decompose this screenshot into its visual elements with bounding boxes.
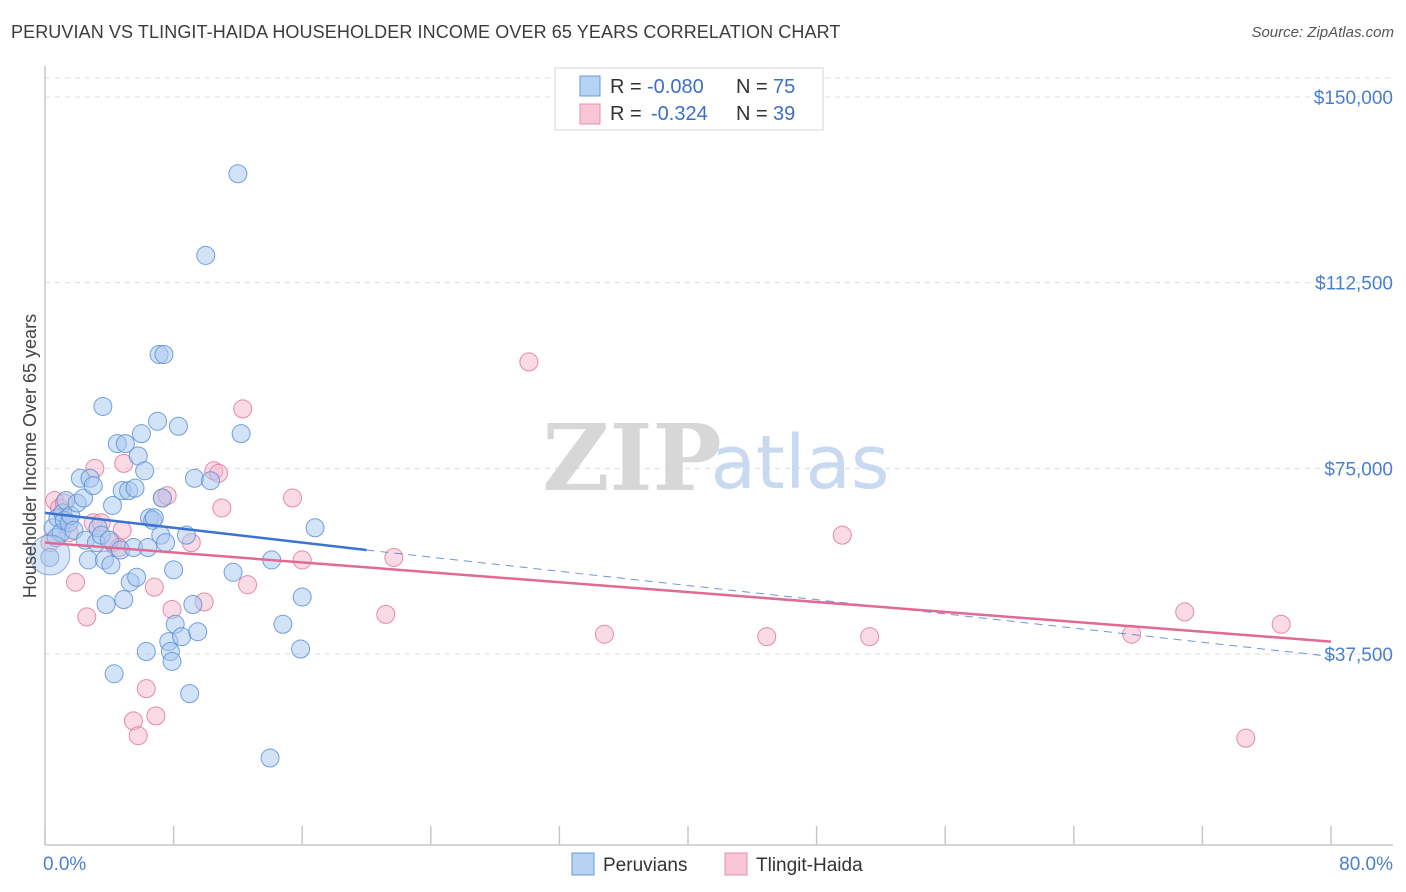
tlingit-haida-point-37 <box>860 627 880 647</box>
legend-swatch-tlingit-haida <box>579 103 601 125</box>
peruvians-point-25 <box>101 555 121 575</box>
tlingit-haida-point-33 <box>519 352 539 372</box>
tlingit-haida-point-41 <box>1271 614 1291 634</box>
series-peruvians <box>29 164 325 768</box>
peruvians-point-49 <box>152 488 172 508</box>
tlingit-haida-point-17 <box>144 577 164 597</box>
peruvians-point-67 <box>231 424 251 444</box>
legend-r-value-2: -0.324 <box>651 103 708 125</box>
peruvians-point-32 <box>115 434 135 454</box>
legend: R = -0.080 N = 75 R = -0.324 N = 39 <box>554 67 824 131</box>
tlingit-haida-point-34 <box>594 624 614 644</box>
peruvians-point-39 <box>131 424 151 444</box>
tlingit-haida-point-18 <box>146 706 166 726</box>
peruvians-point-68 <box>228 164 248 184</box>
y-axis-title: Householder Income Over 65 years <box>20 314 40 598</box>
legend-n-value-2: 39 <box>773 103 795 125</box>
peruvians-point-17 <box>83 476 103 496</box>
y-tick-labels: $37,500 $75,000 $112,500 $150,000 <box>1314 88 1393 666</box>
legend-r-label-2: R = <box>610 103 642 125</box>
tlingit-haida-point-39 <box>1175 602 1195 622</box>
bottom-legend-swatch-peruvians <box>571 852 595 876</box>
tlingit-haida-point-32 <box>376 604 396 624</box>
tlingit-haida-point-27 <box>233 399 253 419</box>
tlingit-haida-point-5 <box>66 572 86 592</box>
tlingit-haida-point-30 <box>292 550 312 570</box>
peruvians-point-54 <box>162 651 182 671</box>
tlingit-haida-point-16 <box>136 679 156 699</box>
watermark: ZIP atlas <box>542 404 889 512</box>
source-label: Source: ZipAtlas.com <box>1251 24 1394 41</box>
peruvians-point-74 <box>291 639 311 659</box>
grid <box>45 77 1393 655</box>
peruvians-point-63 <box>188 622 208 642</box>
peruvians-point-26 <box>103 495 123 515</box>
peruvians-point-57 <box>168 416 188 436</box>
legend-n-label-2: N = <box>736 103 768 125</box>
peruvians-point-55 <box>164 560 184 580</box>
peruvians-point-15 <box>78 550 98 570</box>
peruvians-point-51 <box>156 533 176 553</box>
bottom-legend-label-tlingit-haida: Tlingit-Haida <box>756 855 863 876</box>
tlingit-haida-point-29 <box>283 488 303 508</box>
peruvians-point-60 <box>180 684 200 704</box>
y-tick-label-2: $112,500 <box>1315 274 1393 295</box>
peruvians-point-72 <box>292 587 312 607</box>
peruvians-point-40 <box>135 461 155 481</box>
tlingit-haida-point-26 <box>212 498 232 518</box>
peruvians-point-23 <box>96 594 116 614</box>
tlingit-haida-point-6 <box>77 607 97 627</box>
legend-r-value-1: -0.080 <box>647 76 704 98</box>
legend-r-label-1: R = <box>610 76 642 98</box>
tlingit-haida-point-40 <box>1236 728 1256 748</box>
y-tick-label-3: $150,000 <box>1314 88 1393 109</box>
peruvians-point-71 <box>273 614 293 634</box>
bottom-legend-swatch-tlingit-haida <box>724 852 748 876</box>
x-tick-label-max: 80.0% <box>1339 854 1393 875</box>
peruvians-point-36 <box>125 478 145 498</box>
peruvians-point-73 <box>305 518 325 538</box>
chart-title: PERUVIAN VS TLINGIT-HAIDA HOUSEHOLDER IN… <box>11 22 841 42</box>
bottom-legend-label-peruvians: Peruvians <box>603 855 688 876</box>
peruvians-point-58 <box>172 627 192 647</box>
tlingit-haida-point-15 <box>128 726 148 746</box>
peruvians-point-66 <box>223 562 243 582</box>
tlingit-haida-point-28 <box>238 575 258 595</box>
bottom-legend: Peruvians Tlingit-Haida <box>571 852 863 876</box>
peruvians-point-45 <box>144 508 164 528</box>
peruvians-point-50 <box>154 344 174 364</box>
peruvians-point-27 <box>104 664 124 684</box>
watermark-atlas: atlas <box>711 420 890 506</box>
legend-n-value-1: 75 <box>773 76 795 98</box>
peruvians-point-37 <box>127 567 147 587</box>
peruvians-point-21 <box>93 396 113 416</box>
peruvians-trend-line <box>44 511 367 552</box>
legend-swatch-peruvians <box>579 75 601 97</box>
tlingit-haida-point-31 <box>384 547 404 567</box>
peruvians-point-61 <box>183 594 203 614</box>
peruvians-trend-extension <box>366 549 1332 657</box>
y-tick-label-1: $75,000 <box>1324 459 1393 480</box>
tlingit-haida-point-35 <box>757 627 777 647</box>
peruvians-point-41 <box>136 642 156 662</box>
peruvians-point-62 <box>184 468 204 488</box>
peruvians-point-0 <box>40 547 60 567</box>
tlingit-haida-trend-line <box>44 541 1332 643</box>
x-tick-label-min: 0.0% <box>43 854 86 875</box>
peruvians-point-46 <box>148 411 168 431</box>
watermark-zip: ZIP <box>542 404 721 512</box>
peruvians-point-31 <box>114 590 134 610</box>
peruvians-point-70 <box>260 748 280 768</box>
trend-lines <box>44 511 1332 657</box>
tlingit-haida-point-36 <box>832 525 852 545</box>
y-tick-label-0: $37,500 <box>1324 645 1393 666</box>
legend-n-label-1: N = <box>736 76 768 98</box>
peruvians-point-65 <box>201 471 221 491</box>
peruvians-point-64 <box>196 245 216 265</box>
axes <box>44 66 1393 846</box>
